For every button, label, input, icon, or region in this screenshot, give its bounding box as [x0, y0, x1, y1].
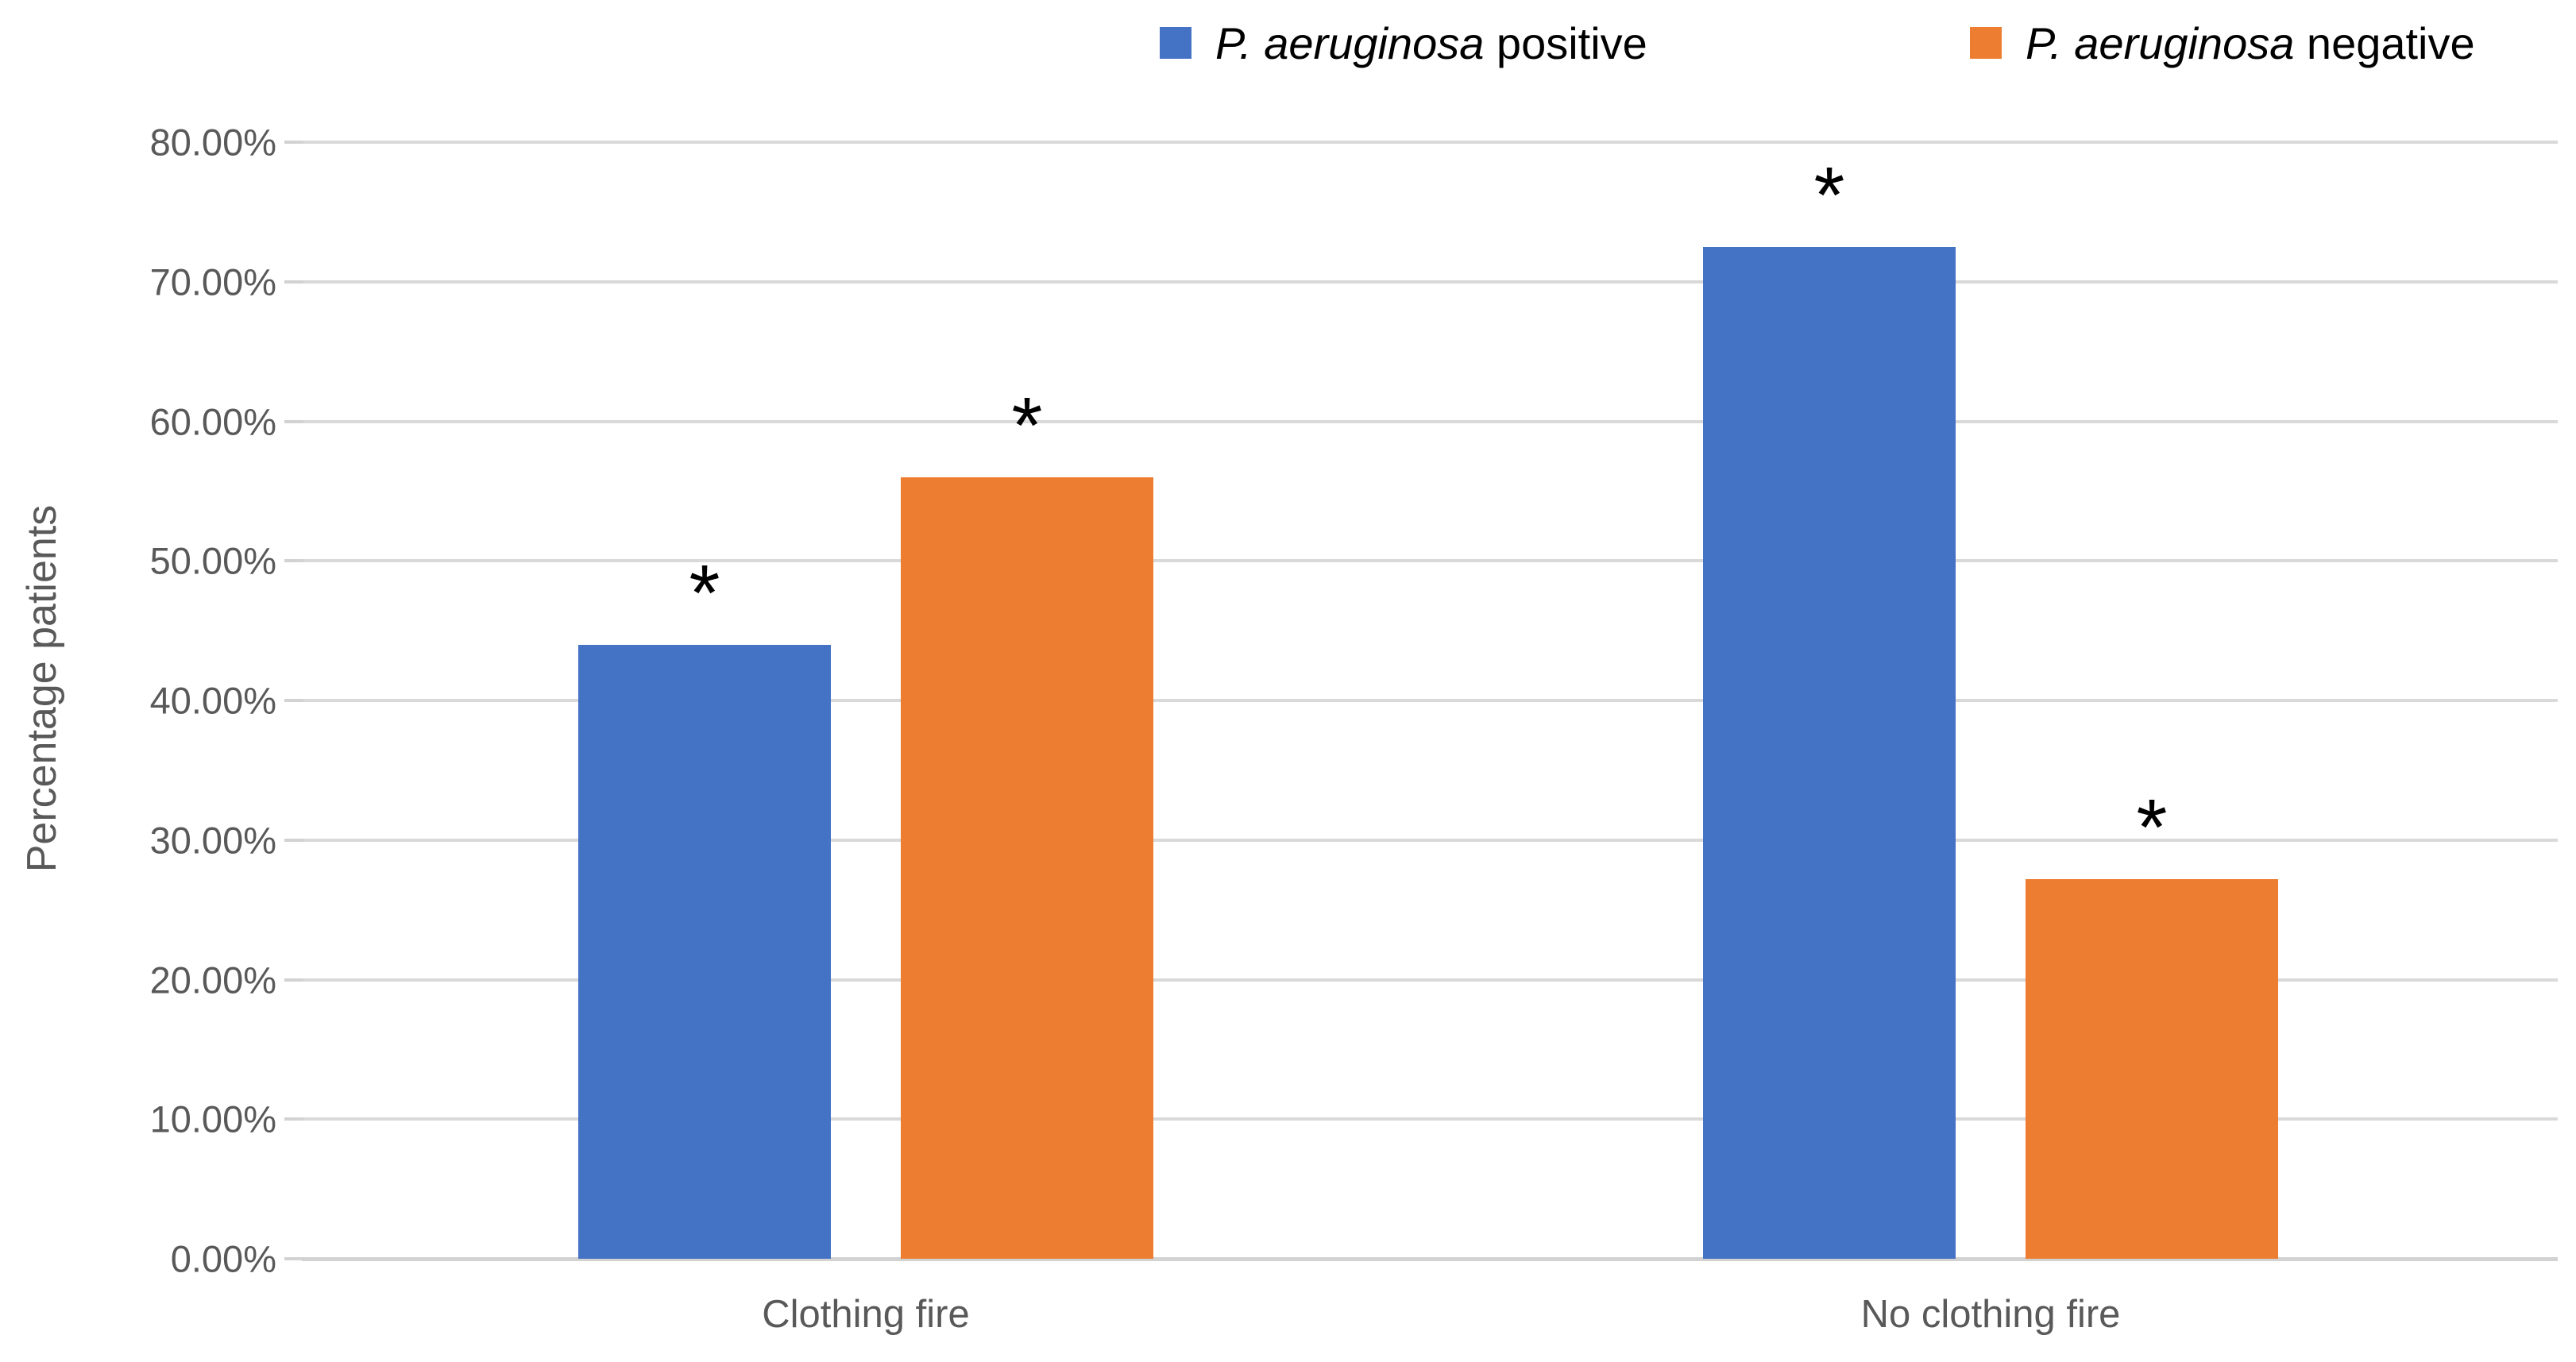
legend-marker-icon [1160, 27, 1191, 59]
y-axis-tick-label: 40.00% [149, 679, 276, 722]
significance-asterisk: * [689, 548, 720, 638]
legend-label: P. aeruginosa negative [2026, 17, 2475, 68]
y-axis-tick [284, 559, 303, 563]
gridline-60pct [302, 419, 2558, 423]
legend-label: P. aeruginosa positive [1215, 17, 1647, 68]
significance-asterisk: * [1011, 380, 1043, 470]
x-axis-category-label: No clothing fire [1860, 1293, 2121, 1336]
bar-p-aeruginosa-positive-clothing-fire [578, 644, 831, 1259]
y-axis-tick [284, 280, 303, 284]
y-axis-tick [284, 141, 303, 144]
y-axis-tick [284, 419, 303, 423]
bar-p-aeruginosa-negative-no-clothing-fire [2026, 878, 2278, 1259]
significance-asterisk: * [2136, 782, 2168, 872]
gridline-10pct [302, 1117, 2558, 1121]
gridline-40pct [302, 699, 2558, 702]
y-axis-tick [284, 699, 303, 702]
bar-p-aeruginosa-negative-clothing-fire [901, 477, 1153, 1259]
y-axis-tick-label: 50.00% [149, 539, 276, 582]
y-axis-tick [284, 1117, 303, 1121]
y-axis-tick-label: 30.00% [149, 819, 276, 862]
gridline-30pct [302, 838, 2558, 842]
gridline-70pct [302, 280, 2558, 284]
y-axis-tick-label: 20.00% [149, 959, 276, 1001]
legend-marker-icon [1970, 27, 2002, 59]
y-axis-tick-label: 80.00% [149, 121, 276, 164]
y-axis-tick-label: 70.00% [149, 260, 276, 303]
legend-item-negative: P. aeruginosa negative [1970, 11, 2475, 75]
x-axis-category-label: Clothing fire [762, 1293, 970, 1336]
y-axis-tick-label: 10.00% [149, 1098, 276, 1140]
y-axis-tick-label: 60.00% [149, 400, 276, 442]
y-axis-tick [284, 838, 303, 842]
x-axis-line [302, 1257, 2558, 1261]
significance-asterisk: * [1813, 150, 1845, 240]
gridline-80pct [302, 141, 2558, 144]
y-axis-tick [284, 1257, 303, 1260]
bar-p-aeruginosa-positive-no-clothing-fire [1703, 246, 1956, 1259]
y-axis-tick-label: 0.00% [170, 1237, 276, 1280]
legend-item-positive: P. aeruginosa positive [1160, 11, 1647, 75]
gridline-50pct [302, 559, 2558, 563]
y-axis-tick [284, 978, 303, 982]
gridline-20pct [302, 978, 2558, 982]
